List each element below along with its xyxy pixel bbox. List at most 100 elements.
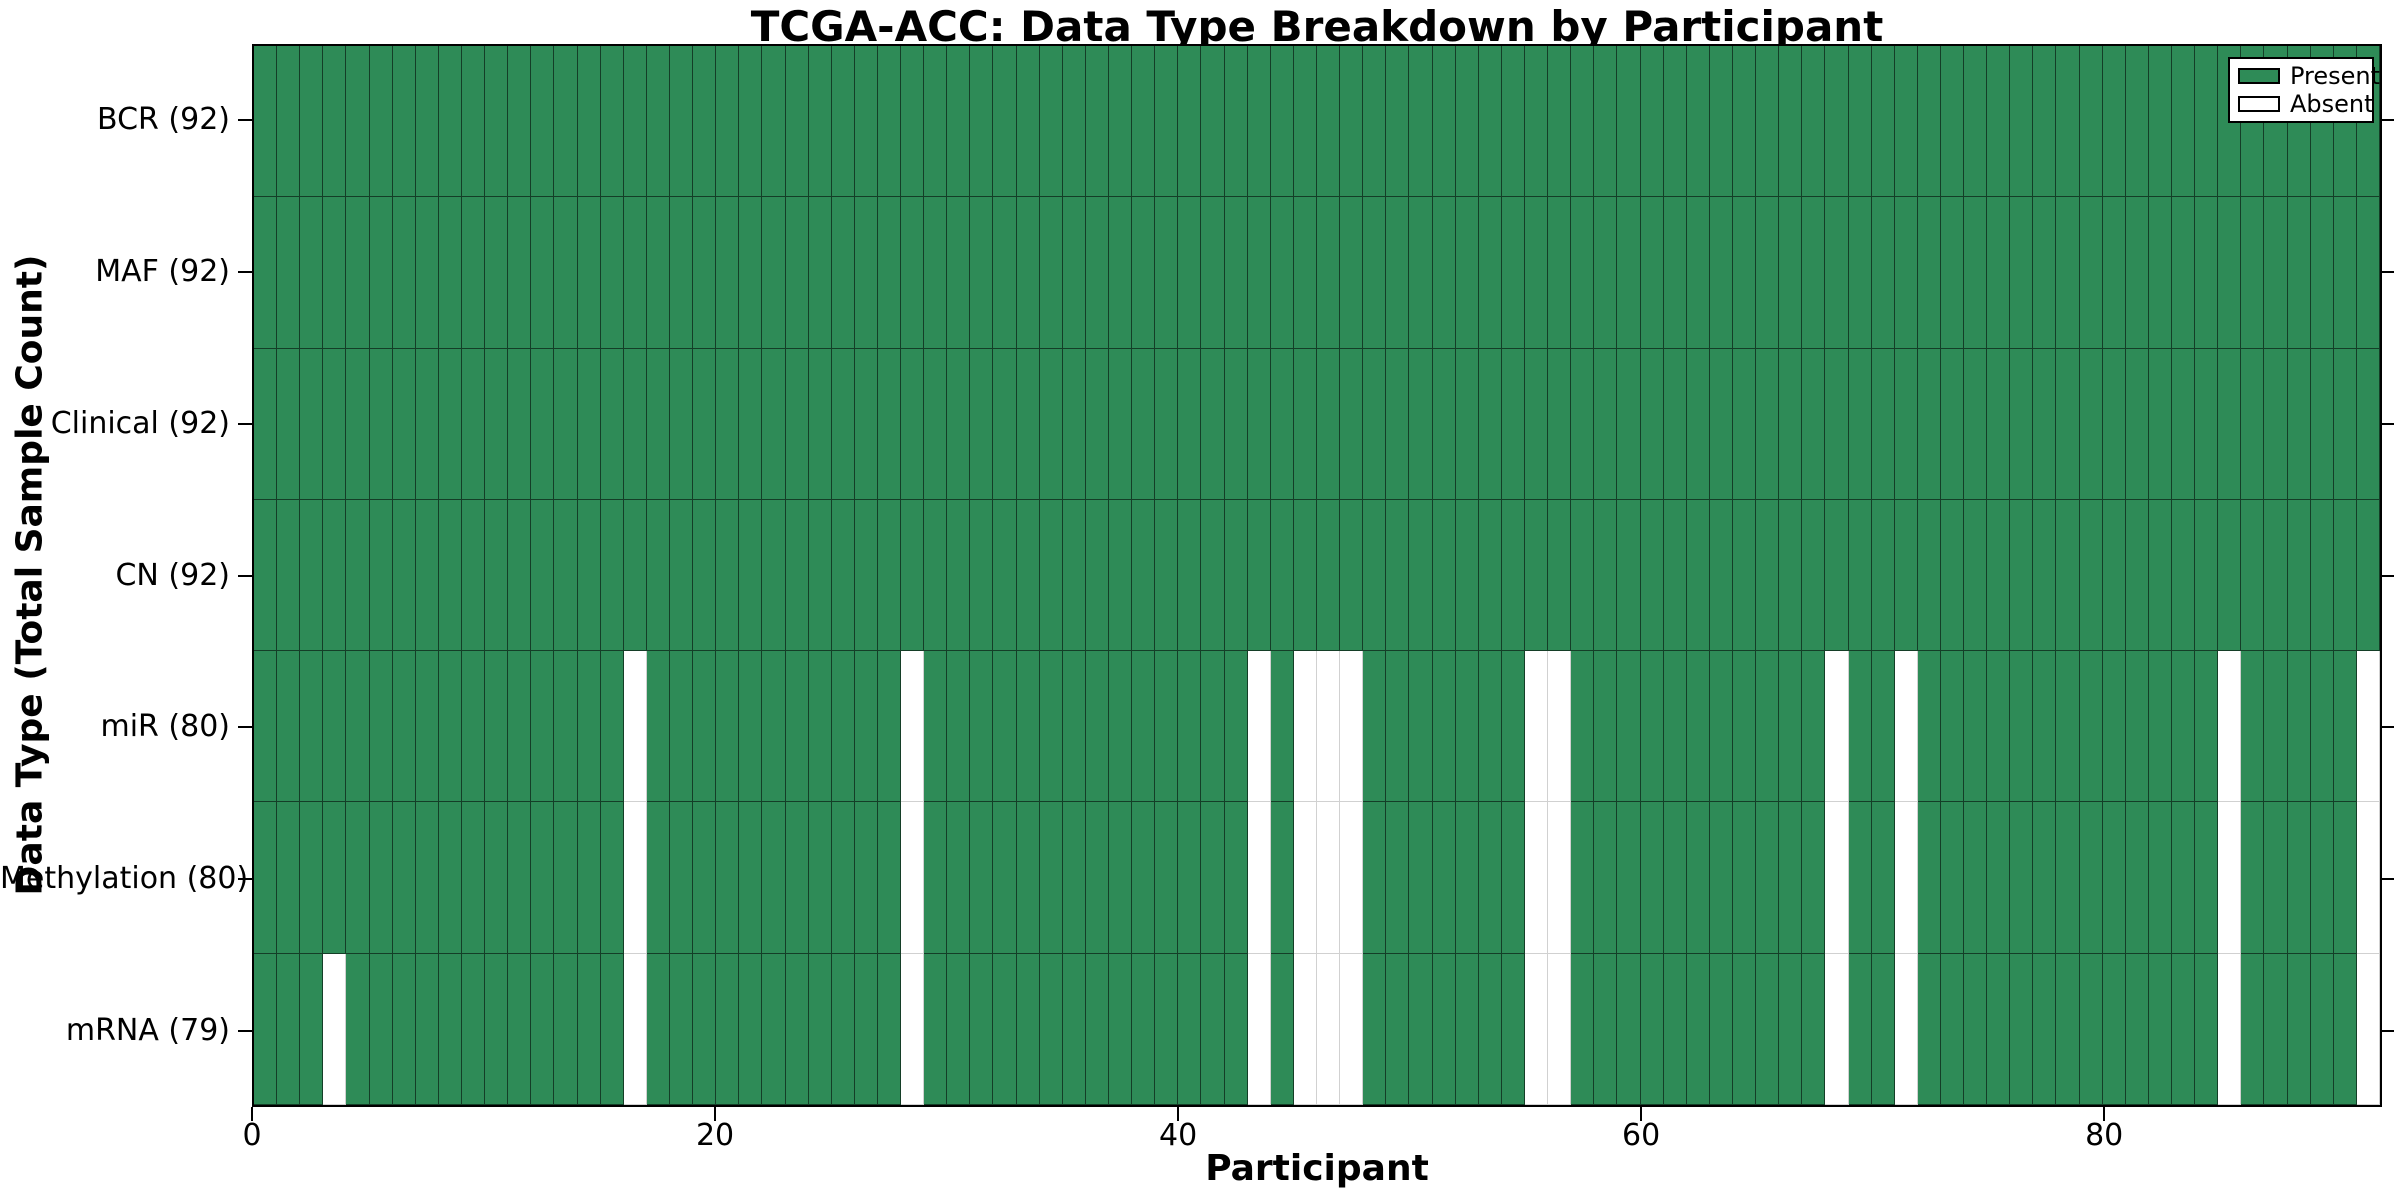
heatmap-cell bbox=[1594, 953, 1618, 1105]
heatmap-cell bbox=[2287, 953, 2311, 1105]
heatmap-cell bbox=[392, 348, 416, 500]
heatmap-cell bbox=[970, 197, 994, 349]
heatmap-cell bbox=[2102, 651, 2126, 803]
heatmap-cell bbox=[693, 348, 717, 500]
heatmap-row-miR bbox=[254, 651, 2380, 803]
legend-swatch-present-icon bbox=[2238, 68, 2280, 85]
heatmap-cell bbox=[808, 953, 832, 1105]
heatmap-cell bbox=[2333, 499, 2357, 652]
heatmap-cell bbox=[646, 46, 670, 198]
heatmap-cell bbox=[1247, 499, 1271, 652]
heatmap-cell bbox=[2148, 348, 2173, 500]
heatmap-cell bbox=[1756, 197, 1780, 349]
heatmap-cell bbox=[2241, 802, 2265, 954]
heatmap-cell bbox=[1409, 651, 1433, 803]
heatmap-cell bbox=[2264, 348, 2288, 500]
heatmap-cell bbox=[1686, 953, 1710, 1105]
heatmap-cell bbox=[1802, 197, 1826, 349]
heatmap-cell bbox=[2172, 348, 2196, 500]
heatmap-cell bbox=[1386, 499, 1410, 652]
heatmap-cell bbox=[300, 953, 324, 1105]
y-tick-label-mRNA: mRNA (79) bbox=[65, 1013, 230, 1049]
heatmap-cell bbox=[2102, 46, 2126, 198]
heatmap-cell bbox=[1293, 953, 1317, 1105]
heatmap-cell bbox=[1964, 348, 1988, 500]
heatmap-cell bbox=[1293, 197, 1317, 349]
heatmap-cell bbox=[924, 953, 948, 1105]
heatmap-cell bbox=[1062, 46, 1086, 198]
heatmap-cell bbox=[1432, 953, 1456, 1105]
heatmap-cell bbox=[1524, 802, 1549, 954]
heatmap-cell bbox=[2264, 802, 2288, 954]
heatmap-cell bbox=[1409, 499, 1433, 652]
heatmap-cell bbox=[970, 46, 994, 198]
heatmap-cell bbox=[1501, 802, 1525, 954]
heatmap-cell bbox=[415, 348, 439, 500]
heatmap-cell bbox=[300, 348, 324, 500]
heatmap-cell bbox=[1825, 499, 1849, 652]
heatmap-cell bbox=[1825, 46, 1849, 198]
heatmap-cell bbox=[1109, 46, 1133, 198]
heatmap-cell bbox=[1571, 499, 1595, 652]
heatmap-cell bbox=[531, 953, 555, 1105]
heatmap-cell bbox=[877, 499, 902, 652]
heatmap-cell bbox=[1478, 197, 1502, 349]
heatmap-cell bbox=[577, 348, 601, 500]
heatmap-cell bbox=[993, 651, 1017, 803]
heatmap-cell bbox=[2356, 197, 2380, 349]
heatmap-cell bbox=[323, 46, 347, 198]
heatmap-cell bbox=[438, 499, 462, 652]
heatmap-row-mRNA bbox=[254, 953, 2380, 1105]
heatmap-cell bbox=[1062, 197, 1086, 349]
heatmap-cell bbox=[1386, 651, 1410, 803]
heatmap-cell bbox=[1340, 46, 1364, 198]
y-tick-label-Clinical: Clinical (92) bbox=[50, 405, 230, 441]
heatmap-cell bbox=[1524, 197, 1549, 349]
heatmap-cell bbox=[508, 651, 532, 803]
heatmap-cell bbox=[877, 651, 902, 803]
heatmap-cell bbox=[1732, 802, 1757, 954]
heatmap-cell bbox=[1594, 348, 1618, 500]
heatmap-cell bbox=[739, 46, 763, 198]
heatmap-cell bbox=[831, 197, 855, 349]
heatmap-cell bbox=[485, 348, 509, 500]
heatmap-cell bbox=[1940, 348, 1965, 500]
heatmap-cell bbox=[485, 197, 509, 349]
heatmap-cell bbox=[577, 197, 601, 349]
heatmap-cell bbox=[1686, 46, 1710, 198]
heatmap-cell bbox=[1894, 46, 1918, 198]
heatmap-cell bbox=[2125, 802, 2149, 954]
heatmap-cell bbox=[2241, 651, 2265, 803]
heatmap-cell bbox=[831, 953, 855, 1105]
heatmap-cell bbox=[1501, 197, 1525, 349]
heatmap-cell bbox=[415, 953, 439, 1105]
heatmap-cell bbox=[2218, 953, 2242, 1105]
heatmap-cell bbox=[669, 651, 694, 803]
heatmap-cell bbox=[2010, 651, 2034, 803]
heatmap-cell bbox=[2287, 499, 2311, 652]
heatmap-cell bbox=[254, 802, 278, 954]
heatmap-cell bbox=[346, 802, 370, 954]
heatmap-cell bbox=[623, 348, 647, 500]
heatmap-cell bbox=[808, 651, 832, 803]
heatmap-cell bbox=[254, 953, 278, 1105]
heatmap-cell bbox=[1825, 348, 1849, 500]
heatmap-cell bbox=[1201, 499, 1225, 652]
heatmap-cell bbox=[438, 651, 462, 803]
heatmap-cell bbox=[1548, 197, 1572, 349]
heatmap-cell bbox=[1085, 802, 1110, 954]
heatmap-cell bbox=[1917, 348, 1941, 500]
heatmap-cell bbox=[600, 953, 624, 1105]
heatmap-cell bbox=[762, 46, 786, 198]
heatmap-cell bbox=[901, 197, 925, 349]
heatmap-cell bbox=[854, 348, 878, 500]
heatmap-cell bbox=[1987, 953, 2011, 1105]
heatmap-cell bbox=[947, 651, 971, 803]
heatmap-cell bbox=[877, 46, 902, 198]
y-tick-mark-right bbox=[2382, 726, 2394, 729]
heatmap-cell bbox=[461, 197, 486, 349]
heatmap-cell bbox=[1455, 46, 1479, 198]
heatmap-cell bbox=[1409, 46, 1433, 198]
heatmap-cell bbox=[1917, 802, 1941, 954]
heatmap-cell bbox=[1155, 651, 1179, 803]
